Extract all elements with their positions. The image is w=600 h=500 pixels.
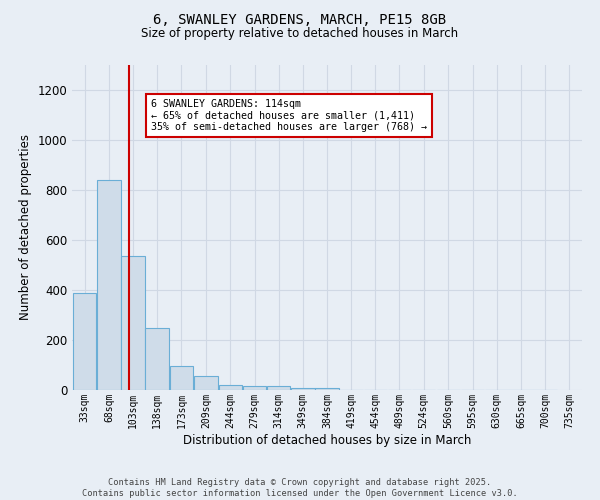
Text: 6 SWANLEY GARDENS: 114sqm
← 65% of detached houses are smaller (1,411)
35% of se: 6 SWANLEY GARDENS: 114sqm ← 65% of detac… (151, 99, 427, 132)
Bar (170, 366, 193, 390)
Bar (243, 386, 266, 390)
Bar (291, 388, 314, 390)
Bar (218, 385, 242, 390)
Text: Contains HM Land Registry data © Crown copyright and database right 2025.
Contai: Contains HM Land Registry data © Crown c… (82, 478, 518, 498)
Text: 6, SWANLEY GARDENS, MARCH, PE15 8GB: 6, SWANLEY GARDENS, MARCH, PE15 8GB (154, 12, 446, 26)
Y-axis label: Number of detached properties: Number of detached properties (19, 134, 32, 320)
Bar (73, 292, 97, 390)
Text: Size of property relative to detached houses in March: Size of property relative to detached ho… (142, 28, 458, 40)
Bar (121, 256, 145, 390)
Bar (315, 388, 339, 390)
Bar (267, 386, 290, 390)
Bar (145, 328, 169, 390)
Bar (194, 376, 218, 390)
Bar (97, 180, 121, 390)
X-axis label: Distribution of detached houses by size in March: Distribution of detached houses by size … (183, 434, 471, 446)
